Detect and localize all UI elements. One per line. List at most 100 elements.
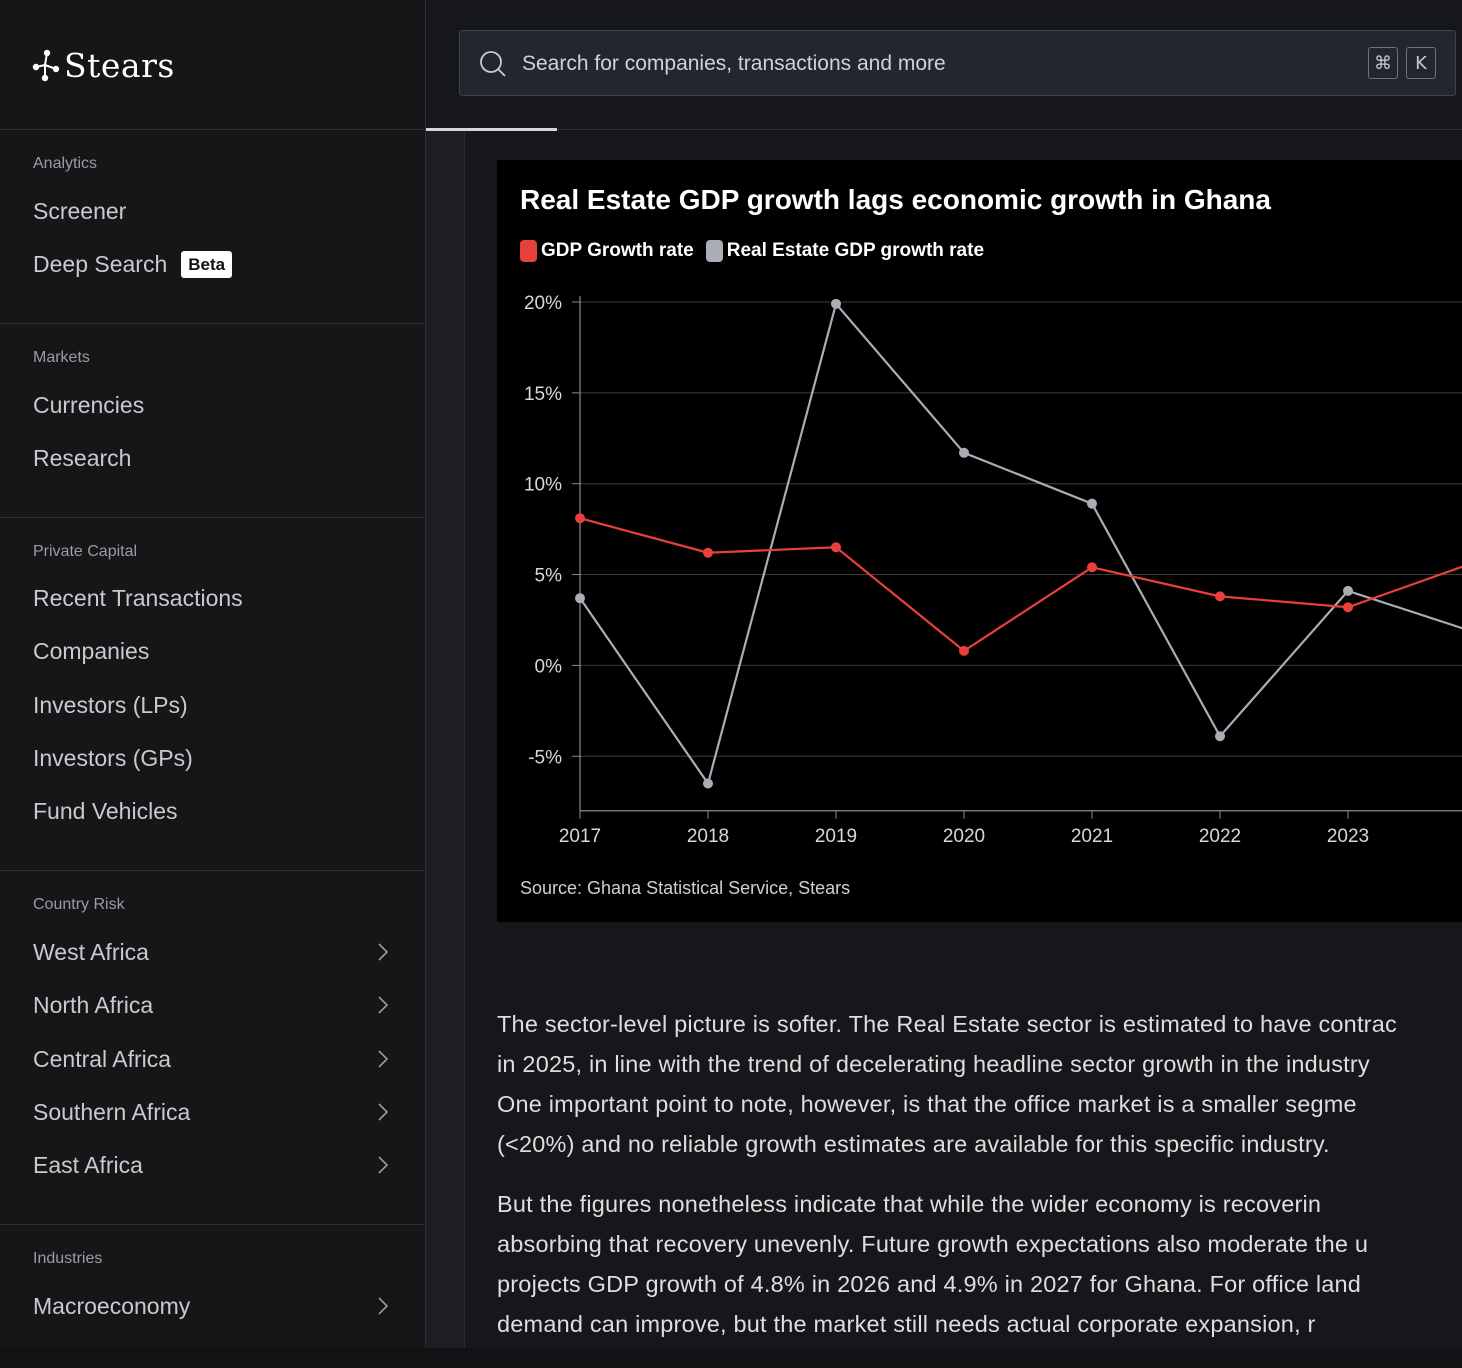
data-point	[831, 298, 841, 309]
chart-card: Real Estate GDP growth lags economic gro…	[497, 160, 1462, 922]
section-markets: Markets Currencies Research	[0, 324, 425, 518]
data-point	[703, 778, 713, 789]
tab-strip	[426, 129, 1462, 130]
sidebar-item-label: West Africa	[33, 938, 149, 965]
active-tab-indicator	[426, 128, 557, 131]
sidebar-item-label: Companies	[33, 637, 150, 664]
sidebar-item-label: Central Africa	[33, 1045, 172, 1072]
content-rail	[426, 131, 465, 1348]
sidebar-item-label: Screener	[33, 197, 127, 224]
sidebar-item-label: North Africa	[33, 991, 154, 1018]
section-heading-markets: Markets	[33, 349, 90, 366]
sidebar-item-recent-transactions[interactable]: Recent Transactions	[33, 581, 393, 615]
sidebar-item-southern-africa[interactable]: Southern Africa	[33, 1095, 393, 1129]
data-point	[575, 513, 585, 524]
sidebar-item-fund-vehicles[interactable]: Fund Vehicles	[33, 794, 393, 828]
x-tick-label: 2019	[815, 826, 857, 847]
data-point	[575, 593, 585, 604]
section-heading-country-risk: Country Risk	[33, 896, 125, 913]
search-bar[interactable]: ⌘ K	[459, 30, 1456, 96]
text-line: (<20%) and no reliable growth estimates …	[497, 1131, 1330, 1157]
section-private-capital: Private Capital Recent Transactions Comp…	[0, 518, 425, 871]
sidebar-item-west-africa[interactable]: West Africa	[33, 935, 393, 969]
series-line	[579, 301, 1462, 787]
sidebar-item-label: Deep Search	[33, 250, 168, 277]
bottom-strip	[0, 1348, 1462, 1368]
data-point	[1343, 585, 1353, 596]
section-heading-private-capital: Private Capital	[33, 543, 138, 560]
sidebar-item-north-africa[interactable]: North Africa	[33, 988, 393, 1022]
legend-swatch	[705, 240, 723, 262]
x-tick-label: 2021	[1071, 826, 1113, 847]
x-tick-label: 2023	[1327, 826, 1369, 847]
y-tick-label: 10%	[524, 475, 562, 496]
data-point	[703, 547, 713, 558]
text-line: demand can improve, but the market still…	[497, 1311, 1316, 1337]
k-key: K	[1406, 47, 1436, 79]
divider	[0, 323, 425, 324]
sidebar-item-macroeconomy[interactable]: Macroeconomy	[33, 1289, 393, 1323]
data-point	[959, 645, 969, 656]
x-tick-label: 2020	[943, 826, 985, 847]
x-tick-label: 2022	[1199, 826, 1241, 847]
sidebar-item-label: Fund Vehicles	[33, 797, 178, 824]
sidebar-item-label: East Africa	[33, 1151, 143, 1178]
sidebar-item-investors-lps[interactable]: Investors (LPs)	[33, 688, 393, 722]
chevron-right-icon	[378, 1050, 389, 1068]
sidebar-item-label: Research	[33, 444, 132, 471]
sidebar-item-deep-search[interactable]: Deep Search Beta	[33, 247, 393, 281]
sidebar-item-research[interactable]: Research	[33, 441, 393, 475]
text-line: absorbing that recovery unevenly. Future…	[497, 1231, 1369, 1257]
section-analytics: Analytics Screener Deep Search Beta	[0, 130, 425, 324]
y-tick-label: 5%	[535, 566, 563, 587]
data-point	[1343, 602, 1353, 613]
legend-swatch	[520, 240, 537, 262]
beta-badge: Beta	[181, 250, 233, 278]
sidebar-item-currencies[interactable]: Currencies	[33, 388, 393, 422]
x-tick-label: 2017	[559, 826, 601, 847]
sidebar-item-companies[interactable]: Companies	[33, 634, 393, 668]
sidebar-item-label: Currencies	[33, 391, 145, 418]
article-paragraph-2: But the figures nonetheless indicate tha…	[497, 1184, 1462, 1344]
sidebar-item-label: Recent Transactions	[33, 584, 243, 611]
text-line: One important point to note, however, is…	[497, 1091, 1357, 1117]
brand-name: Stears	[64, 45, 175, 85]
search-icon	[480, 51, 506, 77]
article-paragraph-1: The sector-level picture is softer. The …	[497, 1004, 1462, 1164]
chevron-right-icon	[378, 943, 389, 961]
text-line: But the figures nonetheless indicate tha…	[497, 1191, 1322, 1217]
divider	[0, 1224, 425, 1225]
text-line: projects GDP growth of 4.8% in 2026 and …	[497, 1271, 1362, 1297]
data-point	[1087, 498, 1097, 509]
sidebar-item-central-africa[interactable]: Central Africa	[33, 1042, 393, 1076]
sidebar-item-east-africa[interactable]: East Africa	[33, 1148, 393, 1182]
series-line	[579, 517, 1462, 653]
chevron-right-icon	[378, 1297, 389, 1315]
section-industries: Industries Macroeconomy	[0, 1225, 425, 1368]
legend-item-real-estate: Real Estate GDP growth rate	[705, 240, 984, 262]
y-tick-label: 15%	[524, 384, 562, 405]
sidebar-item-label: Southern Africa	[33, 1098, 191, 1125]
search-input[interactable]	[520, 45, 1344, 83]
chevron-right-icon	[378, 1103, 389, 1121]
section-country-risk: Country Risk West Africa North Africa Ce…	[0, 871, 425, 1225]
data-point	[1215, 731, 1225, 742]
data-point	[831, 542, 841, 553]
sidebar: Stears Analytics Screener Deep Search Be…	[0, 0, 426, 1368]
sidebar-item-screener[interactable]: Screener	[33, 194, 393, 228]
sidebar-item-investors-gps[interactable]: Investors (GPs)	[33, 741, 393, 775]
divider	[0, 129, 425, 130]
section-heading-analytics: Analytics	[33, 155, 98, 172]
chevron-right-icon	[378, 996, 389, 1014]
text-line: The sector-level picture is softer. The …	[497, 1011, 1397, 1037]
y-tick-label: 0%	[535, 656, 563, 677]
legend-label: GDP Growth rate	[541, 240, 694, 261]
stears-logo[interactable]: Stears	[32, 40, 175, 90]
x-tick-label: 2018	[687, 826, 729, 847]
divider	[0, 517, 425, 518]
y-tick-label: -5%	[528, 747, 562, 768]
chevron-right-icon	[378, 1156, 389, 1174]
sidebar-item-label: Macroeconomy	[33, 1292, 191, 1319]
divider	[0, 870, 425, 871]
data-point	[1215, 591, 1225, 602]
